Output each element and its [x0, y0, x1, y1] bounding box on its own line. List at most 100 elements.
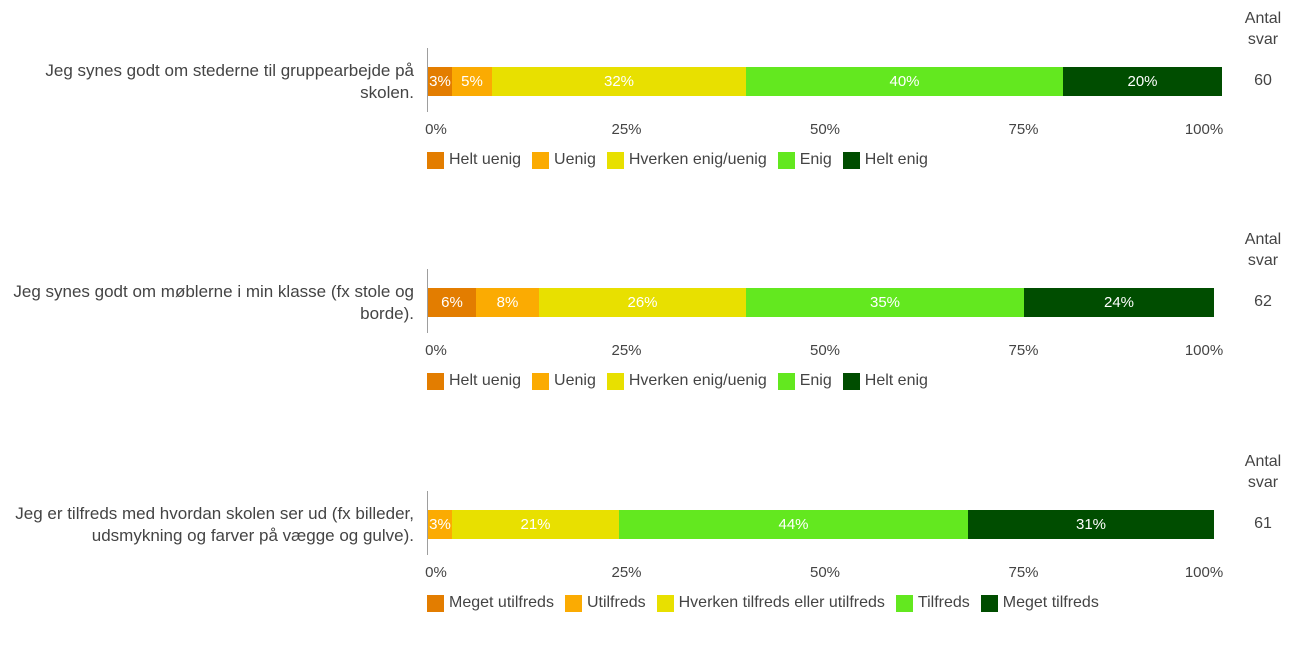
legend-swatch [427, 151, 444, 169]
legend-swatch [842, 372, 860, 390]
axis-line [427, 269, 428, 333]
data-label: 40% [889, 73, 920, 90]
legend-swatch [427, 372, 444, 390]
legend-item: Helt enig [842, 372, 928, 390]
bar-segment: 31% [968, 510, 1214, 539]
tick-label: 0% [425, 342, 447, 359]
legend-item: Hverken enig/uenig [606, 151, 767, 169]
count-header-line1: Antal [1244, 231, 1282, 248]
count-header: Antal svar [1232, 229, 1294, 271]
legend-swatch [564, 594, 582, 612]
axis-line [427, 48, 428, 112]
legend-label: Meget tilfreds [1002, 594, 1099, 611]
count-header-line1: Antal [1244, 453, 1282, 470]
legend-swatch [606, 372, 624, 390]
count-header: Antal svar [1232, 8, 1294, 50]
legend-swatch [532, 151, 550, 169]
legend-item: Utilfreds [564, 594, 646, 612]
tick-label: 50% [809, 564, 841, 581]
bar-segment: 20% [1063, 67, 1222, 96]
bar-segment: 32% [492, 67, 746, 96]
tick-label: 100% [1184, 121, 1224, 138]
data-label: 8% [496, 294, 519, 311]
tick-label: 50% [809, 121, 841, 138]
stacked-bar-chart: Antal svar Jeg er tilfreds med hvordan sko… [0, 443, 1298, 650]
data-label: 21% [520, 516, 551, 533]
legend-label: Enig [799, 372, 832, 389]
bar-segment: 44% [619, 510, 968, 539]
legend-item: Helt uenig [427, 151, 521, 169]
count-header-line2: svar [1247, 252, 1279, 269]
question-label: Jeg er tilfreds med hvordan skolen ser u… [15, 504, 414, 545]
legend-label: Uenig [554, 372, 596, 389]
legend-swatch [606, 151, 624, 169]
legend-item: Tilfreds [895, 594, 970, 612]
legend-swatch [777, 372, 795, 390]
legend: Helt uenig Uenig Hverken enig/uenig Enig Hel… [427, 151, 939, 169]
axis-line [427, 491, 428, 555]
data-label: 32% [603, 73, 635, 90]
legend-item: Meget utilfreds [427, 594, 554, 612]
legend: Meget utilfreds Utilfreds Hverken tilfreds… [427, 594, 1110, 612]
bar-segment: 5% [452, 67, 492, 96]
data-label: 31% [1075, 516, 1107, 533]
tick-label: 25% [611, 564, 642, 581]
bar-segment: 3% [428, 67, 452, 96]
tick-label: 75% [1008, 342, 1039, 359]
legend-label: Tilfreds [917, 594, 970, 611]
legend-swatch [777, 151, 795, 169]
legend-swatch [532, 372, 550, 390]
question-label: Jeg synes godt om stederne til gruppearb… [45, 61, 414, 102]
bar: 3% 21% 44% 31% [428, 510, 1222, 539]
data-label: 6% [441, 294, 463, 311]
stacked-bar-chart: Antal svar Jeg synes godt om møblerne i mi… [0, 221, 1298, 428]
data-label: 26% [627, 294, 658, 311]
response-count: 62 [1254, 293, 1272, 310]
response-count: 60 [1254, 72, 1272, 89]
data-label: 24% [1103, 294, 1135, 311]
legend-label: Uenig [554, 151, 596, 168]
legend: Helt uenig Uenig Hverken enig/uenig Enig Hel… [427, 372, 939, 390]
data-label: 3% [429, 516, 451, 533]
tick-label: 100% [1184, 564, 1224, 581]
data-label: 35% [869, 294, 901, 311]
legend-item: Meget tilfreds [980, 594, 1099, 612]
data-label: 20% [1127, 73, 1158, 90]
legend-item: Hverken enig/uenig [606, 372, 767, 390]
data-label: 3% [429, 73, 451, 90]
tick-label: 100% [1184, 342, 1224, 359]
data-label: 5% [461, 73, 483, 90]
legend-label: Helt uenig [449, 372, 522, 389]
bar-segment: 3% [428, 510, 452, 539]
tick-label: 75% [1008, 564, 1039, 581]
legend-item: Enig [777, 151, 832, 169]
response-count: 61 [1254, 515, 1272, 532]
legend-item: Uenig [532, 151, 596, 169]
legend-label: Helt enig [864, 151, 928, 168]
legend-label: Enig [799, 151, 832, 168]
count-header: Antal svar [1232, 451, 1294, 493]
bar-segment: 6% [428, 288, 476, 317]
bar-segment: 40% [746, 67, 1063, 96]
data-label: 44% [778, 516, 809, 533]
legend-swatch [427, 594, 444, 612]
legend-label: Hverken enig/uenig [628, 372, 767, 389]
count-header-line2: svar [1247, 31, 1279, 48]
legend-swatch [656, 594, 674, 612]
question-label: Jeg synes godt om møblerne i min klasse … [13, 282, 414, 323]
legend-swatch [980, 594, 998, 612]
bar-segment: 26% [539, 288, 746, 317]
bar-segment: 35% [746, 288, 1024, 317]
stacked-bar-chart: Antal svar Jeg synes godt om stederne til … [0, 0, 1298, 207]
bar-segment: 21% [452, 510, 619, 539]
bar: 3% 5% 32% 40% 20% [428, 67, 1222, 96]
tick-label: 25% [611, 121, 642, 138]
legend-label: Utilfreds [586, 594, 646, 611]
tick-label: 75% [1008, 121, 1039, 138]
legend-label: Hverken tilfreds eller utilfreds [678, 594, 885, 611]
legend-item: Helt enig [842, 151, 928, 169]
legend-label: Hverken enig/uenig [628, 151, 767, 168]
legend-label: Meget utilfreds [449, 594, 554, 611]
bar-segment: 8% [476, 288, 539, 317]
bar-segment: 24% [1024, 288, 1214, 317]
